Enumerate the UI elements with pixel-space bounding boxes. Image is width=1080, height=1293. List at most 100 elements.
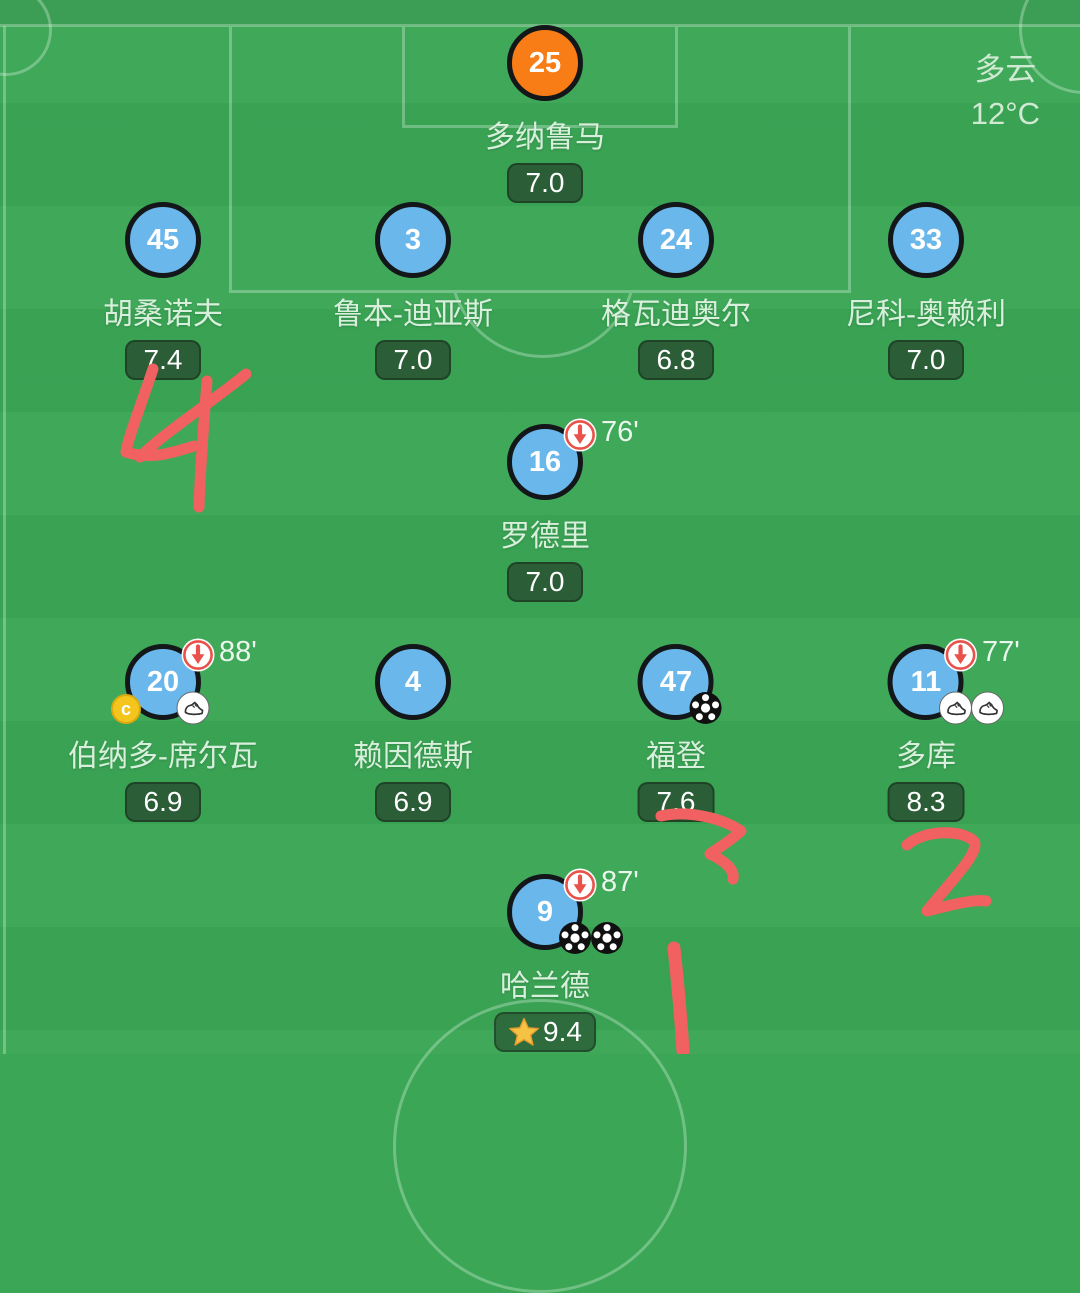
player-number-circle[interactable]: 3 bbox=[375, 202, 451, 278]
player-number: 25 bbox=[528, 46, 562, 79]
goal-area-line bbox=[402, 27, 678, 128]
player-number: 16 bbox=[528, 445, 562, 478]
penalty-box-line bbox=[229, 27, 851, 293]
weather-temperature: 12°C bbox=[970, 96, 1040, 131]
weather-widget: 多云 12°C bbox=[971, 48, 1040, 136]
player-marker[interactable]: 24 bbox=[638, 202, 714, 278]
assist-boot-icon bbox=[939, 691, 973, 725]
match-event-icons bbox=[176, 691, 210, 725]
player-marker[interactable]: 16 76' bbox=[507, 416, 639, 500]
formation-layer: 25 bbox=[68, 25, 1020, 1052]
penalty-arc-clip bbox=[390, 293, 690, 363]
player-3[interactable]: 3 bbox=[333, 202, 493, 380]
player-number: 3 bbox=[404, 223, 422, 256]
goal-ball-icon bbox=[559, 922, 591, 954]
player-name: 罗德里 bbox=[500, 520, 590, 553]
player-marker[interactable]: 45 bbox=[125, 202, 201, 278]
match-event-icons bbox=[559, 921, 624, 955]
player-marker[interactable]: 4 bbox=[375, 644, 451, 720]
player-rating-value: 6.9 bbox=[143, 786, 183, 817]
player-rating-badge: 9.4 bbox=[494, 1012, 596, 1052]
assist-boot-icon bbox=[176, 691, 210, 725]
player-33[interactable]: 33 bbox=[846, 202, 1006, 380]
player-rating-value: 7.0 bbox=[393, 344, 433, 375]
player-11[interactable]: 11 77' bbox=[887, 636, 1020, 822]
player-number-circle[interactable]: 33 bbox=[888, 202, 964, 278]
player-number: 24 bbox=[659, 223, 693, 256]
player-rating-value: 8.3 bbox=[906, 786, 946, 817]
match-event-icons bbox=[939, 691, 1005, 725]
substituted-off-icon bbox=[563, 868, 597, 902]
player-number-circle[interactable]: 4 bbox=[375, 644, 451, 720]
player-marker[interactable]: 47 bbox=[638, 644, 722, 724]
player-name: 伯纳多-席尔瓦 bbox=[68, 740, 258, 773]
player-name: 福登 bbox=[646, 740, 706, 773]
player-rating-badge: 6.9 bbox=[124, 782, 202, 822]
player-rating-badge: 6.9 bbox=[374, 782, 452, 822]
player-name: 多库 bbox=[896, 740, 956, 773]
player-number: 45 bbox=[146, 223, 180, 256]
player-name: 多纳鲁马 bbox=[485, 121, 605, 154]
match-event-icons bbox=[690, 691, 723, 725]
player-name: 胡桑诺夫 bbox=[103, 298, 223, 331]
player-rating-value: 7.6 bbox=[656, 786, 696, 817]
player-9[interactable]: 9 87' bbox=[494, 866, 639, 1052]
player-rating-badge: 7.4 bbox=[124, 340, 202, 380]
player-rating-badge: 7.6 bbox=[637, 782, 715, 822]
substituted-off-icon bbox=[181, 638, 215, 672]
substitution-minute: 88' bbox=[219, 636, 257, 668]
player-rating-badge: 7.0 bbox=[506, 562, 584, 602]
left-touchline bbox=[3, 26, 6, 1054]
player-25[interactable]: 25 bbox=[485, 25, 605, 203]
player-marker[interactable]: 11 77' bbox=[888, 636, 1020, 725]
player-rating-value: 7.0 bbox=[906, 344, 946, 375]
substitution-minute: 76' bbox=[601, 416, 639, 448]
player-24[interactable]: 24 bbox=[601, 202, 751, 380]
player-rating-badge: 7.0 bbox=[887, 340, 965, 380]
player-16[interactable]: 16 76' bbox=[500, 416, 639, 602]
player-number: 47 bbox=[659, 665, 693, 698]
substituted-off-icon bbox=[944, 638, 978, 672]
player-rating-value: 7.4 bbox=[143, 344, 183, 375]
substituted-off-icon bbox=[563, 418, 597, 452]
player-marker[interactable]: 20 c 88' bbox=[111, 636, 257, 725]
goal-ball-icon bbox=[591, 922, 623, 954]
player-number-circle[interactable]: 45 bbox=[125, 202, 201, 278]
player-rating-badge: 7.0 bbox=[506, 163, 584, 203]
player-rating-value: 6.8 bbox=[656, 344, 696, 375]
player-marker[interactable]: 3 bbox=[375, 202, 451, 278]
player-rating-badge: 8.3 bbox=[887, 782, 965, 822]
player-rating-badge: 6.8 bbox=[637, 340, 715, 380]
assist-boot-icon bbox=[971, 691, 1005, 725]
player-number-circle[interactable]: 25 bbox=[507, 25, 583, 101]
player-name: 鲁本-迪亚斯 bbox=[333, 298, 493, 331]
player-rating-value: 9.4 bbox=[543, 1016, 582, 1047]
player-number: 11 bbox=[910, 665, 942, 698]
player-45[interactable]: 45 bbox=[103, 202, 223, 380]
player-rating-value: 7.0 bbox=[525, 566, 565, 597]
player-number: 20 bbox=[146, 665, 180, 698]
player-name: 格瓦迪奥尔 bbox=[601, 298, 751, 331]
substitution-minute: 77' bbox=[982, 636, 1020, 668]
player-rating-value: 6.9 bbox=[393, 786, 433, 817]
player-4[interactable]: 4 bbox=[353, 644, 473, 822]
player-name: 赖因德斯 bbox=[353, 740, 473, 773]
man-of-the-match-star-icon bbox=[509, 1017, 539, 1046]
player-number: 9 bbox=[536, 895, 554, 928]
player-marker[interactable]: 9 87' bbox=[507, 866, 639, 954]
player-marker[interactable]: 25 bbox=[507, 25, 583, 101]
player-number-circle[interactable]: 24 bbox=[638, 202, 714, 278]
player-marker[interactable]: 33 bbox=[888, 202, 964, 278]
player-name: 尼科-奥赖利 bbox=[846, 298, 1006, 331]
weather-condition: 多云 bbox=[974, 52, 1037, 87]
behind-goal-band bbox=[0, 0, 1080, 26]
player-name: 哈兰德 bbox=[500, 970, 590, 1003]
player-rating-badge: 7.0 bbox=[374, 340, 452, 380]
player-20[interactable]: 20 c 88' bbox=[68, 636, 258, 822]
player-number: 4 bbox=[404, 665, 422, 698]
substitution-minute: 87' bbox=[601, 866, 639, 898]
captain-badge: c bbox=[111, 694, 141, 724]
player-rating-value: 7.0 bbox=[525, 167, 565, 198]
player-47[interactable]: 47 bbox=[637, 644, 722, 822]
